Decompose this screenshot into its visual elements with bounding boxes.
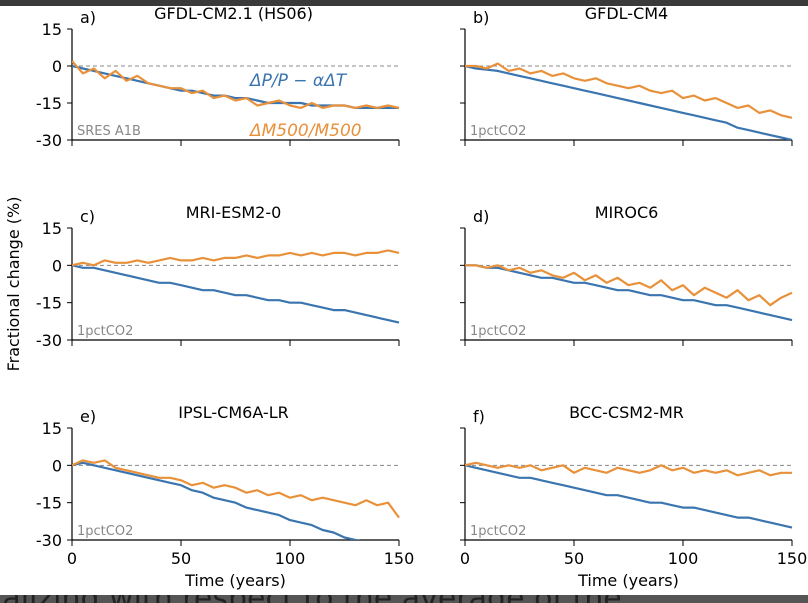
x-tick-label: 50 xyxy=(171,549,191,568)
panel-title: BCC-CSM2-MR xyxy=(569,403,684,422)
scenario-label: 1pctCO2 xyxy=(470,324,526,339)
background-caption-text: ralizing with respect to the average of … xyxy=(0,595,808,603)
series-line-m500 xyxy=(465,62,793,119)
series-line-m500 xyxy=(72,459,400,519)
series-line-m500 xyxy=(72,60,400,109)
panel-label: a) xyxy=(80,8,96,27)
panel-label: e) xyxy=(80,407,96,426)
y-tick-label: 0 xyxy=(52,456,62,475)
y-tick-label: -15 xyxy=(36,294,62,313)
series-line-m500 xyxy=(465,461,792,477)
panel-title: IPSL-CM6A-LR xyxy=(178,403,288,422)
y-tick-label: 15 xyxy=(42,219,62,238)
x-axis-label: Time (years) xyxy=(184,571,286,590)
series-line-precip xyxy=(72,264,400,324)
y-tick-label: -30 xyxy=(36,331,62,350)
y-tick-label: 15 xyxy=(42,419,62,438)
scenario-label: 1pctCO2 xyxy=(77,324,133,339)
series-line-precip xyxy=(465,264,793,322)
y-tick-label: -15 xyxy=(36,494,62,513)
x-tick-label: 50 xyxy=(564,549,584,568)
panel-b: b) GFDL-CM4 1pctCO2 xyxy=(460,4,793,146)
panel-title: MIROC6 xyxy=(595,203,659,222)
legend-precip: ΔP/P − αΔT xyxy=(248,71,348,91)
series-line-precip xyxy=(465,64,793,140)
x-tick-label: 0 xyxy=(460,549,470,568)
panel-title: GFDL-CM4 xyxy=(585,4,668,23)
y-tick-label: -15 xyxy=(36,94,62,113)
panel-label: f) xyxy=(473,407,485,426)
series-line-precip xyxy=(465,464,793,529)
panel-label: d) xyxy=(473,207,489,226)
panel-title: MRI-ESM2-0 xyxy=(186,203,282,222)
x-tick-label: 100 xyxy=(668,549,699,568)
panel-f: 0 50 100 150 f) BCC-CSM2-MR 1pctCO2 Time (years… xyxy=(460,403,807,590)
series-line-m500 xyxy=(465,264,793,307)
scenario-label: SRES A1B xyxy=(77,124,141,139)
y-axis-label: Fractional change (%) xyxy=(4,197,23,372)
scenario-label: 1pctCO2 xyxy=(470,124,526,139)
x-tick-label: 150 xyxy=(384,549,415,568)
scenario-label: 1pctCO2 xyxy=(470,524,526,539)
panel-a: 15 0 -15 -30 a) GFDL-CM2.1 (HS06) SRES A1B xyxy=(36,4,400,150)
top-bar xyxy=(0,0,808,6)
series-line-precip xyxy=(72,64,399,109)
panel-title: GFDL-CM2.1 (HS06) xyxy=(154,4,313,23)
panel-d: d) MIROC6 1pctCO2 xyxy=(460,203,793,346)
panel-c: 15 0 -15 -30 c) MRI-ESM2-0 1pctCO2 xyxy=(36,203,400,350)
y-tick-label: -30 xyxy=(36,531,62,550)
x-axis-label: Time (years) xyxy=(577,571,679,590)
y-tick-label: -30 xyxy=(36,131,62,150)
panel-label: c) xyxy=(80,207,95,226)
legend-m500: ΔM500/M500 xyxy=(248,121,362,141)
x-tick-label: 100 xyxy=(275,549,306,568)
series-line-m500 xyxy=(72,249,400,267)
series-line-precip xyxy=(72,461,361,540)
scenario-label: 1pctCO2 xyxy=(77,524,133,539)
panel-label: b) xyxy=(473,8,489,27)
y-tick-label: 15 xyxy=(42,20,62,39)
y-tick-label: 0 xyxy=(52,57,62,76)
x-tick-label: 150 xyxy=(777,549,808,568)
y-tick-label: 0 xyxy=(52,256,62,275)
x-tick-label: 0 xyxy=(67,549,77,568)
